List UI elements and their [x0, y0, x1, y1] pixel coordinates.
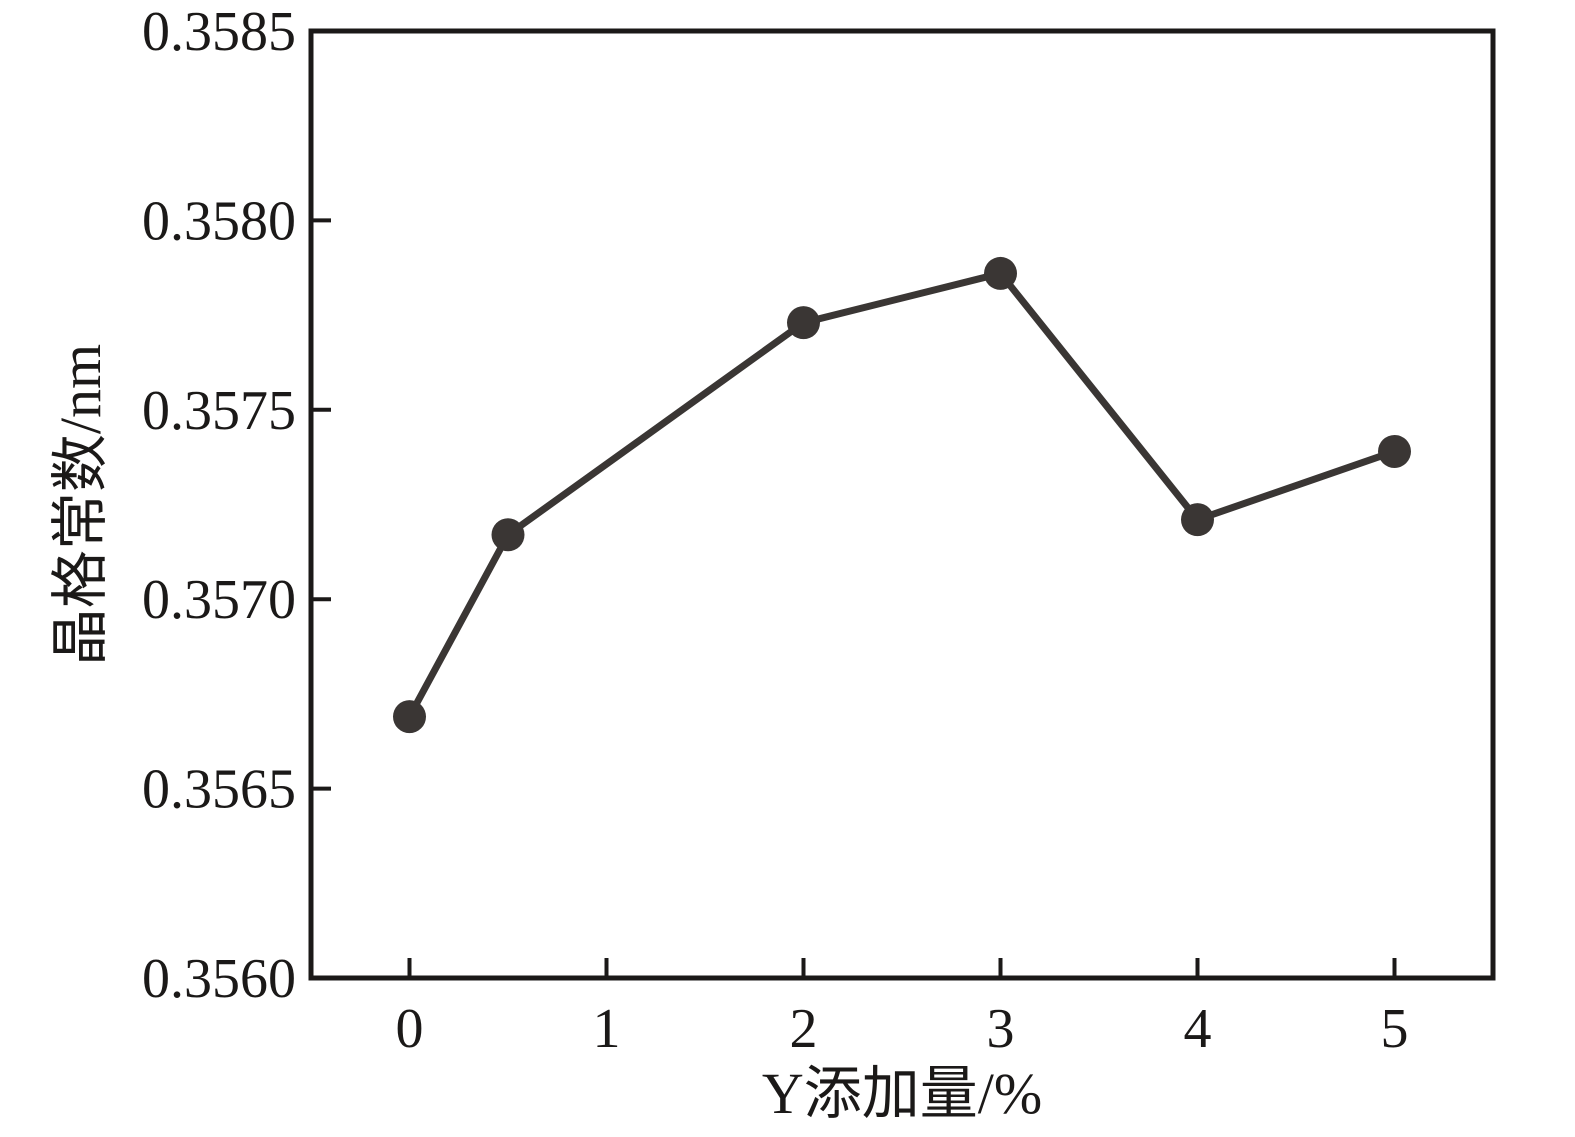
data-point: [393, 700, 426, 734]
data-point: [984, 256, 1017, 290]
x-tick-label: 0: [396, 998, 424, 1060]
x-tick-label: 3: [987, 998, 1015, 1060]
y-tick-label: 0.3570: [142, 569, 296, 631]
x-tick-label: 4: [1184, 998, 1212, 1060]
data-series: [393, 256, 1411, 734]
y-tick-label: 0.3560: [142, 948, 296, 1010]
x-axis-ticks: [407, 958, 1397, 978]
data-point: [1378, 434, 1411, 468]
x-axis-tick-labels: 0 1 2 3 4 5: [396, 998, 1409, 1060]
x-tick-label: 2: [790, 998, 818, 1060]
data-point: [787, 306, 820, 340]
y-tick-label: 0.3575: [142, 380, 296, 442]
y-axis-title: 晶格常数/nm: [48, 344, 113, 666]
y-tick-label: 0.3585: [142, 1, 296, 63]
y-tick-label: 0.3580: [142, 190, 296, 252]
series-line: [406, 269, 1398, 721]
data-point: [491, 518, 525, 552]
y-axis-tick-labels: 0.3585 0.3580 0.3575 0.3570 0.3565 0.3560: [142, 1, 296, 1010]
data-point: [1181, 503, 1214, 537]
y-tick-label: 0.3565: [142, 759, 296, 821]
x-tick-label: 5: [1381, 998, 1409, 1060]
x-tick-label: 1: [593, 998, 621, 1060]
x-axis-title: Y添加量/%: [762, 1061, 1042, 1126]
y-axis-ticks: [311, 29, 331, 980]
plot-area-border: [308, 28, 1496, 981]
